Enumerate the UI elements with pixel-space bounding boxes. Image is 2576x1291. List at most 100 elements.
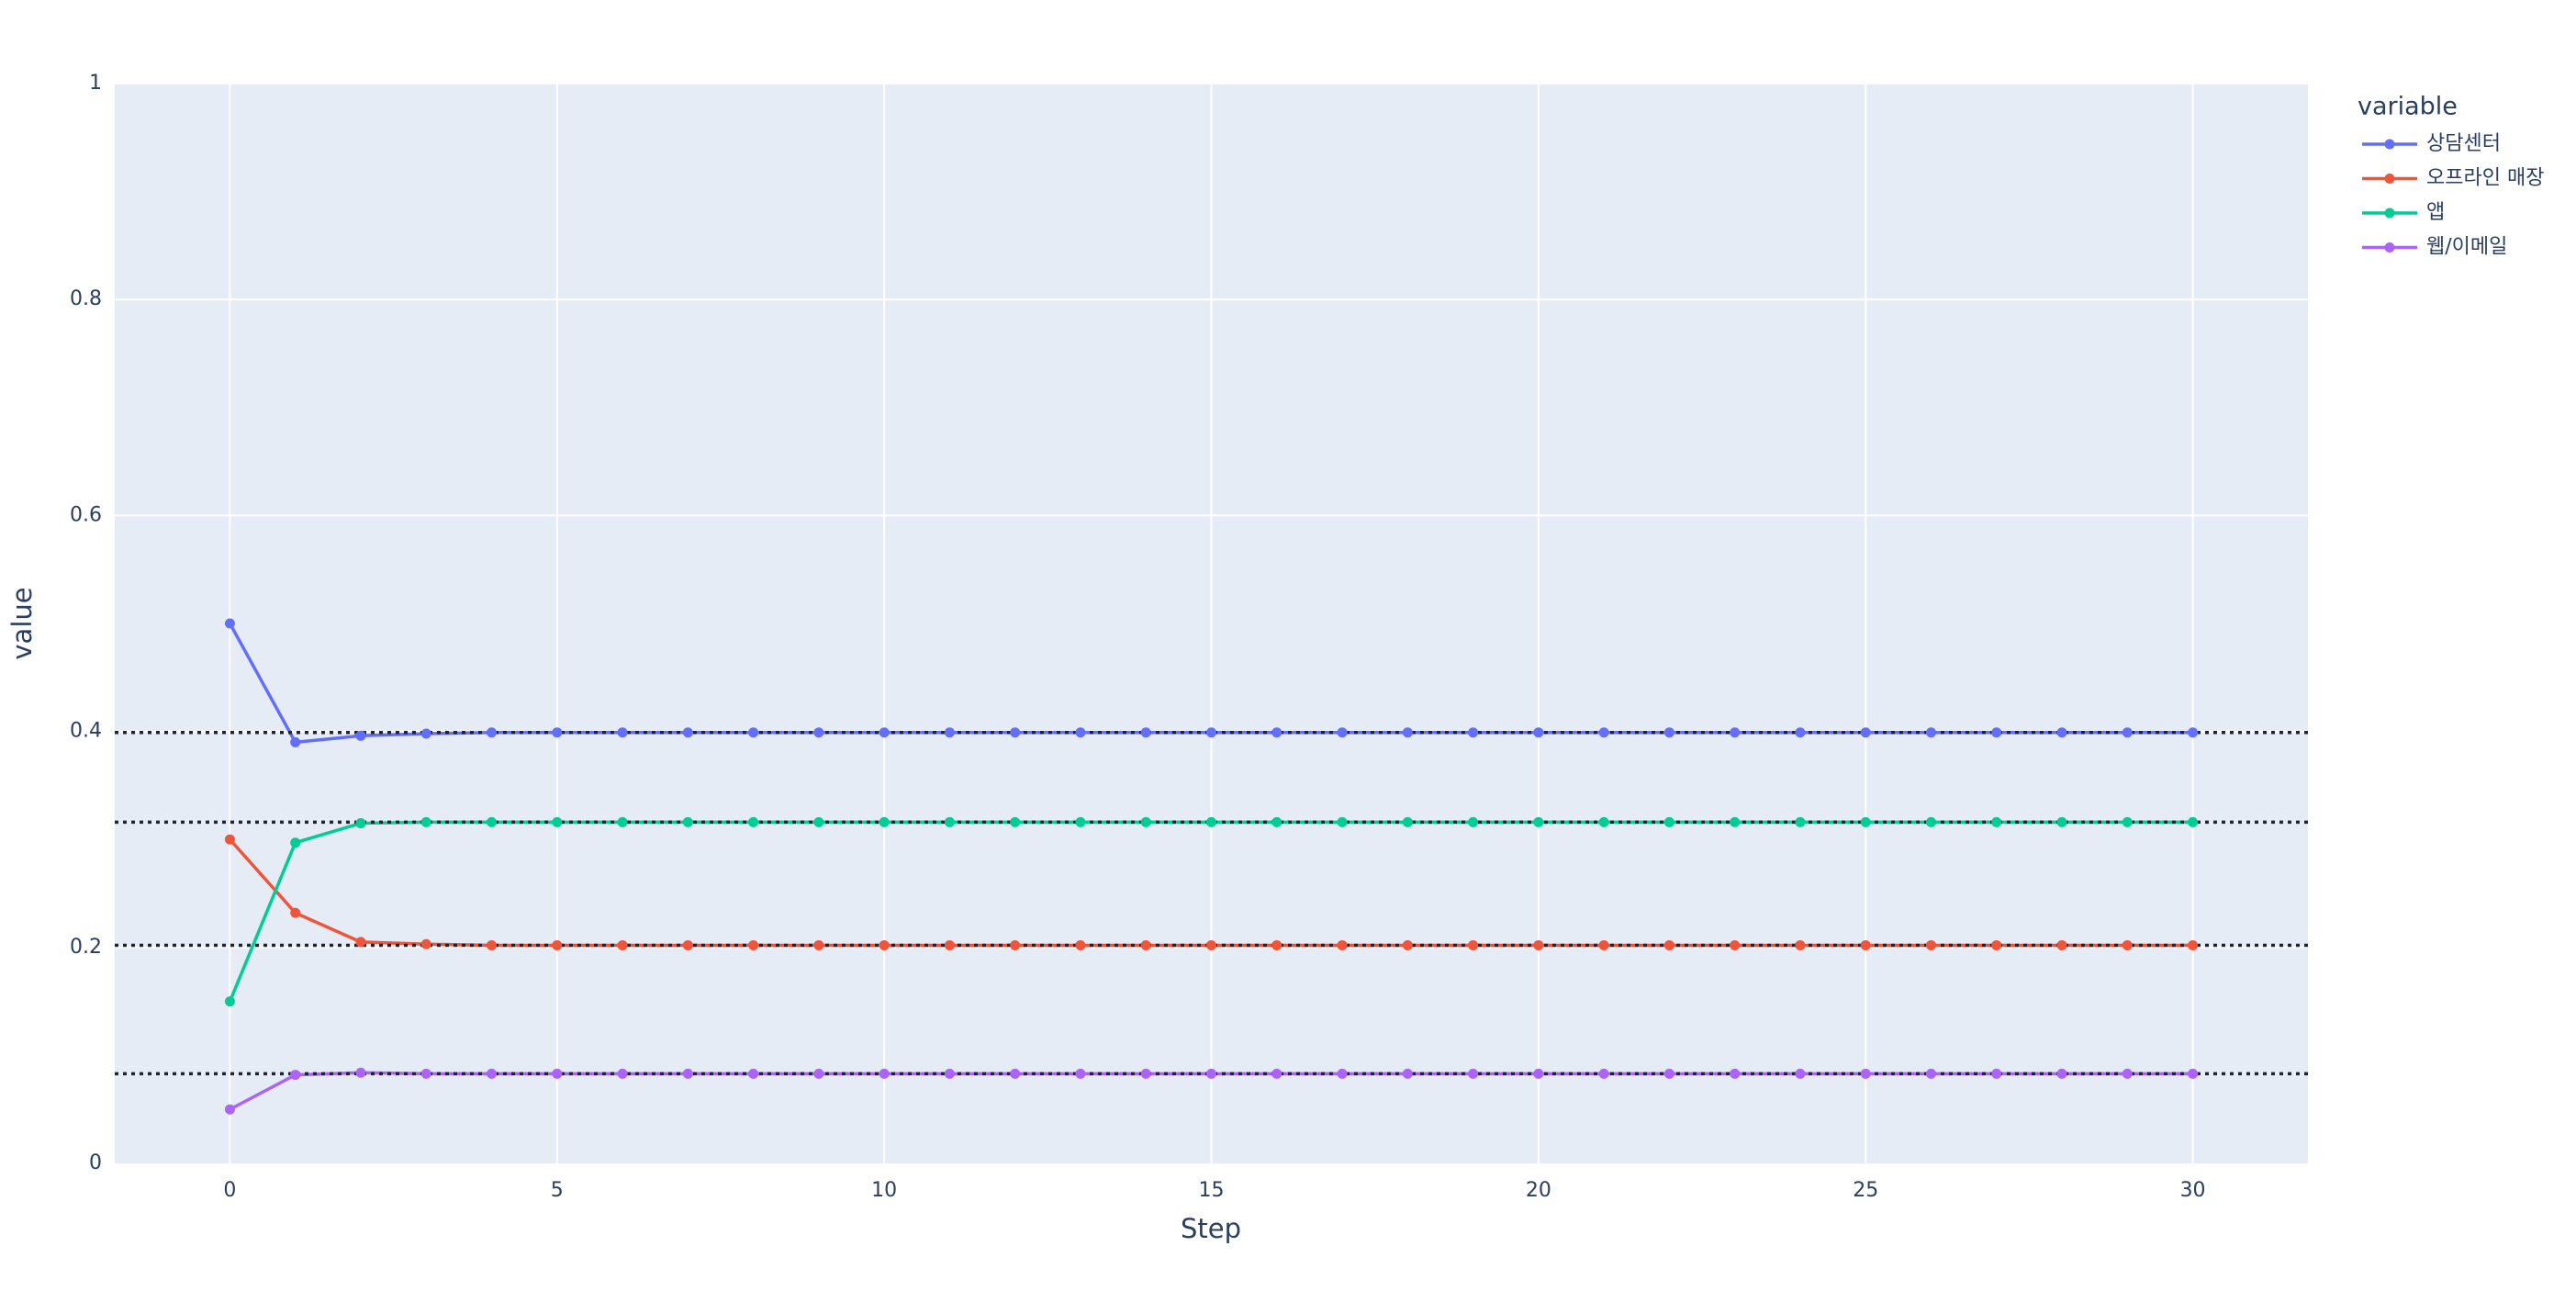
- data-point: [2122, 939, 2133, 950]
- data-point: [1991, 1068, 2002, 1079]
- data-point: [748, 727, 759, 738]
- data-point: [1337, 1068, 1348, 1079]
- data-point: [1468, 727, 1479, 738]
- data-point: [552, 939, 563, 950]
- y-tick-label: 0.2: [70, 936, 102, 959]
- data-point: [617, 727, 628, 738]
- data-point: [420, 1068, 431, 1079]
- data-point: [1075, 939, 1086, 950]
- data-point: [1730, 816, 1741, 827]
- data-point: [1598, 727, 1609, 738]
- data-point: [748, 939, 759, 950]
- data-point: [1468, 1068, 1479, 1079]
- data-point: [879, 1068, 890, 1079]
- data-point: [748, 1068, 759, 1079]
- data-point: [944, 939, 955, 950]
- data-point: [617, 1068, 628, 1079]
- data-point: [1730, 727, 1741, 738]
- x-tick-label: 15: [1199, 1179, 1225, 1202]
- data-point: [1991, 816, 2002, 827]
- data-point: [2188, 939, 2199, 950]
- data-point: [2056, 939, 2067, 950]
- data-point: [1206, 1068, 1216, 1079]
- data-point: [290, 736, 301, 747]
- data-point: [1663, 939, 1674, 950]
- data-point: [2122, 816, 2133, 827]
- data-point: [1860, 816, 1871, 827]
- y-tick-label: 0.6: [70, 503, 102, 526]
- data-point: [1271, 1068, 1282, 1079]
- data-point: [2056, 1068, 2067, 1079]
- data-point: [1468, 816, 1479, 827]
- data-point: [552, 816, 563, 827]
- data-point: [1337, 939, 1348, 950]
- data-point: [420, 938, 431, 949]
- data-point: [813, 939, 824, 950]
- data-point: [420, 728, 431, 739]
- data-point: [682, 1068, 693, 1079]
- legend-marker: [2384, 174, 2395, 184]
- data-point: [1533, 816, 1544, 827]
- data-point: [1860, 727, 1871, 738]
- x-tick-label: 25: [1853, 1179, 1878, 1202]
- data-point: [1663, 1068, 1674, 1079]
- data-point: [355, 1067, 366, 1078]
- data-point: [1991, 939, 2002, 950]
- data-point: [1271, 816, 1282, 827]
- x-tick-label: 10: [871, 1179, 897, 1202]
- data-point: [682, 816, 693, 827]
- data-point: [1337, 727, 1348, 738]
- data-point: [2188, 816, 2199, 827]
- data-point: [1795, 939, 1806, 950]
- data-point: [1860, 939, 1871, 950]
- data-point: [1598, 939, 1609, 950]
- data-point: [1271, 727, 1282, 738]
- data-point: [1533, 939, 1544, 950]
- y-tick-label: 0.4: [70, 720, 102, 743]
- data-point: [617, 816, 628, 827]
- data-point: [1010, 727, 1021, 738]
- data-point: [1533, 727, 1544, 738]
- data-point: [879, 939, 890, 950]
- data-point: [1533, 1068, 1544, 1079]
- data-point: [813, 727, 824, 738]
- data-point: [290, 837, 301, 848]
- data-point: [813, 816, 824, 827]
- data-point: [1468, 939, 1479, 950]
- data-point: [224, 1104, 235, 1115]
- data-point: [1730, 1068, 1741, 1079]
- data-point: [1598, 1068, 1609, 1079]
- data-point: [1337, 816, 1348, 827]
- data-point: [487, 816, 498, 827]
- y-tick-label: 0: [89, 1151, 102, 1174]
- data-point: [1663, 727, 1674, 738]
- data-point: [879, 816, 890, 827]
- data-point: [552, 1068, 563, 1079]
- legend-label: 오프라인 매장: [2426, 167, 2544, 190]
- data-point: [224, 618, 235, 629]
- data-point: [290, 907, 301, 918]
- data-point: [1140, 1068, 1151, 1079]
- data-point: [2188, 727, 2199, 738]
- x-tick-label: 20: [1526, 1179, 1551, 1202]
- data-point: [682, 727, 693, 738]
- x-axis-title: Step: [1181, 1213, 1241, 1244]
- data-point: [2056, 816, 2067, 827]
- x-tick-label: 5: [551, 1179, 564, 1202]
- data-point: [2122, 1068, 2133, 1079]
- data-point: [1206, 727, 1216, 738]
- data-point: [1860, 1068, 1871, 1079]
- data-point: [1140, 939, 1151, 950]
- data-point: [224, 996, 235, 1007]
- data-point: [355, 730, 366, 741]
- data-point: [1991, 727, 2002, 738]
- legend-title: variable: [2358, 93, 2458, 121]
- data-point: [1402, 1068, 1413, 1079]
- data-point: [487, 727, 498, 738]
- data-point: [748, 816, 759, 827]
- data-point: [355, 937, 366, 948]
- legend-label: 상담센터: [2426, 132, 2501, 155]
- data-point: [1271, 939, 1282, 950]
